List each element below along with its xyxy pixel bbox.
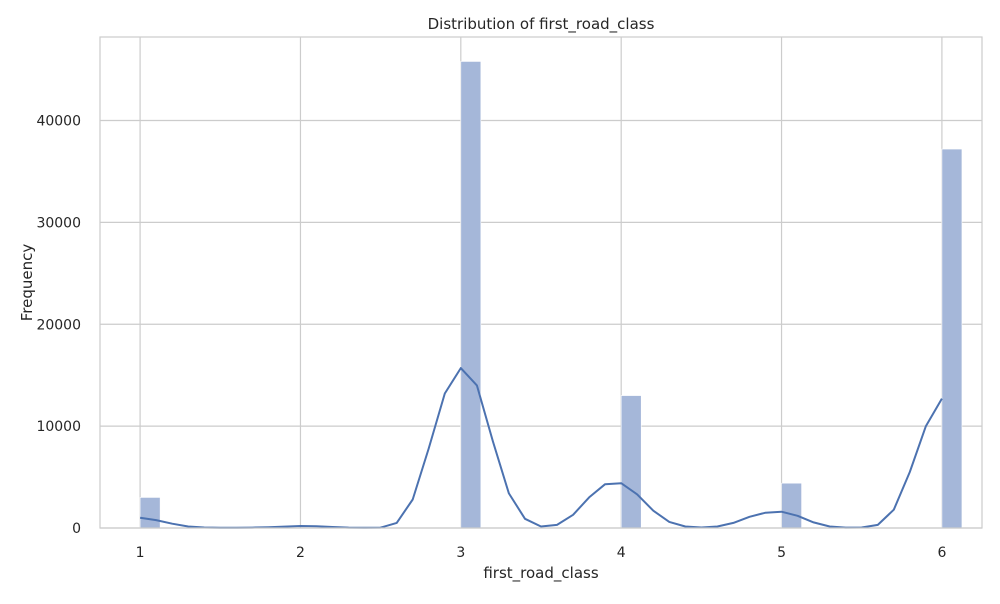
- y-tick-label: 30000: [36, 215, 81, 231]
- x-tick-label: 4: [617, 545, 626, 561]
- histogram-bar: [620, 395, 642, 529]
- histogram-bar: [781, 482, 802, 529]
- y-tick-label: 0: [72, 521, 81, 537]
- ticks-layer: 1 2 3 4 5 6 0 10000 20000 30000 40000: [36, 114, 946, 561]
- y-tick-label: 40000: [36, 114, 81, 130]
- x-tick-label: 5: [777, 545, 786, 561]
- bars-layer: [139, 61, 963, 529]
- kde-layer: [139, 367, 943, 529]
- x-axis-label: first_road_class: [483, 564, 598, 583]
- histogram-bar: [941, 148, 963, 529]
- y-tick-label: 20000: [36, 317, 81, 333]
- grid-layer: [100, 37, 982, 529]
- histogram-bar: [460, 61, 482, 529]
- kde-curve: [139, 367, 943, 529]
- histogram-bar: [139, 497, 161, 529]
- x-tick-label: 1: [136, 545, 145, 561]
- x-tick-label: 3: [456, 545, 465, 561]
- x-tick-label: 2: [296, 545, 305, 561]
- chart-title: Distribution of first_road_class: [428, 15, 655, 34]
- plot-frame: [99, 36, 983, 529]
- y-axis-label: Frequency: [18, 244, 36, 322]
- y-tick-label: 10000: [36, 419, 81, 435]
- x-tick-label: 6: [937, 545, 946, 561]
